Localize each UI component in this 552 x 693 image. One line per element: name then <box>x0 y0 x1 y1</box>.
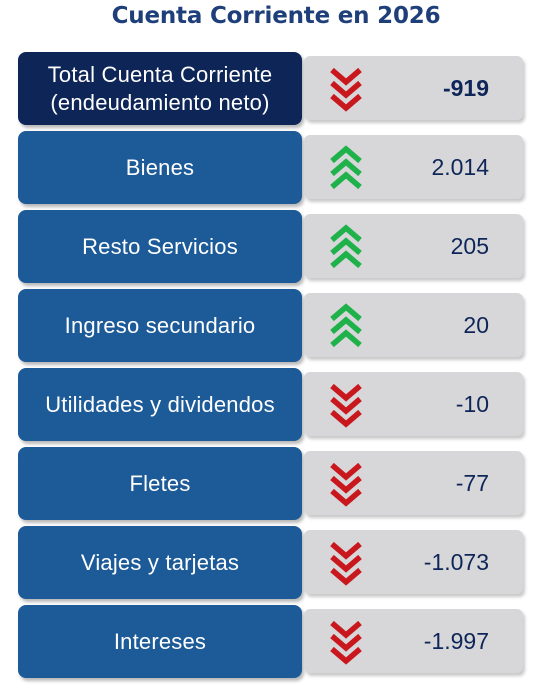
chevron-down-stroke <box>330 80 362 99</box>
chevron-up-stroke <box>330 158 362 177</box>
chevron-up-icon <box>330 145 362 190</box>
value-cell: -77 <box>304 451 523 515</box>
chevron-up-stroke <box>330 250 362 269</box>
row-label: Utilidades y dividendos <box>18 368 302 441</box>
chevron-up-stroke <box>330 316 362 335</box>
row-label: Resto Servicios <box>18 210 302 283</box>
row-label: Viajes y tarjetas <box>18 526 302 599</box>
chevron-down-stroke <box>330 620 362 639</box>
row-label: Intereses <box>18 605 302 678</box>
chevron-up-stroke <box>330 329 362 348</box>
value-cell: -1.073 <box>304 530 523 594</box>
chevron-down-stroke <box>330 396 362 415</box>
chevron-down-stroke <box>330 67 362 86</box>
chevron-up-stroke <box>330 303 362 322</box>
chevron-down-stroke <box>330 567 362 586</box>
chevron-up-icon <box>330 303 362 348</box>
chevron-up-stroke <box>330 224 362 243</box>
row-value: -77 <box>455 470 489 496</box>
chevron-down-icon <box>330 462 362 507</box>
table-row: Viajes y tarjetas -1.073 <box>18 526 528 601</box>
chevron-down-stroke <box>330 488 362 507</box>
chevron-up-stroke <box>330 145 362 164</box>
chevron-down-stroke <box>330 475 362 494</box>
row-value: 205 <box>450 233 489 259</box>
table-row: Ingreso secundario 20 <box>18 289 528 364</box>
row-label: Total Cuenta Corriente (endeudamiento ne… <box>18 52 302 125</box>
chevron-down-stroke <box>330 541 362 560</box>
table-row: Fletes -77 <box>18 447 528 522</box>
value-cell: 205 <box>304 214 523 278</box>
row-value: 2.014 <box>431 154 489 180</box>
row-value: 20 <box>463 312 489 338</box>
table-row: Utilidades y dividendos -10 <box>18 368 528 443</box>
chevron-down-icon <box>330 541 362 586</box>
row-value: -1.073 <box>423 549 489 575</box>
chart-title: Cuenta Corriente en 2026 <box>111 3 441 29</box>
chevron-up-icon <box>330 224 362 269</box>
chevron-down-stroke <box>330 93 362 112</box>
row-value: -919 <box>442 75 489 101</box>
chevron-down-stroke <box>330 462 362 481</box>
row-value: -10 <box>455 391 489 417</box>
chevron-down-stroke <box>330 383 362 402</box>
chevron-down-stroke <box>330 409 362 428</box>
chevron-down-stroke <box>330 633 362 652</box>
chevron-down-stroke <box>330 646 362 665</box>
table-row: Total Cuenta Corriente (endeudamiento ne… <box>18 52 528 127</box>
value-cell: -10 <box>304 372 523 436</box>
value-cell: -919 <box>304 56 523 120</box>
value-cell: -1.997 <box>304 609 523 673</box>
chevron-down-stroke <box>330 554 362 573</box>
row-label: Fletes <box>18 447 302 520</box>
chevron-down-icon <box>330 67 362 112</box>
row-label: Ingreso secundario <box>18 289 302 362</box>
row-label: Bienes <box>18 131 302 204</box>
row-value: -1.997 <box>423 628 489 654</box>
chevron-down-icon <box>330 383 362 428</box>
chevron-up-stroke <box>330 171 362 190</box>
chevron-up-stroke <box>330 237 362 256</box>
table-row: Resto Servicios 205 <box>18 210 528 285</box>
chevron-down-icon <box>330 620 362 665</box>
table-row: Intereses -1.997 <box>18 605 528 680</box>
value-cell: 20 <box>304 293 523 357</box>
table-row: Bienes 2.014 <box>18 131 528 206</box>
value-cell: 2.014 <box>304 135 523 199</box>
current-account-table: Total Cuenta Corriente (endeudamiento ne… <box>18 52 528 684</box>
